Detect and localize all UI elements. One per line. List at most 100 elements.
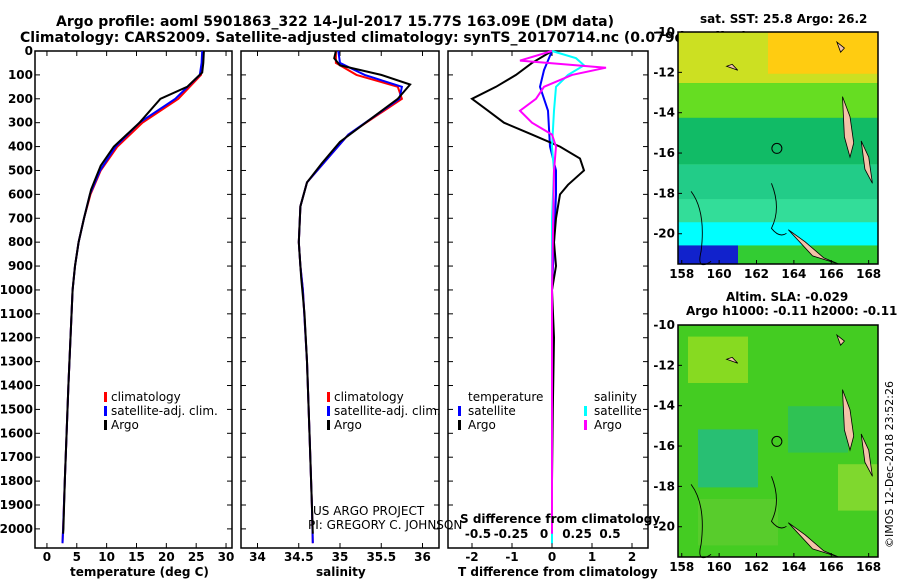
difference-legend-salinity-title: salinity (594, 390, 637, 404)
depth-tick-label: 1300 (0, 355, 33, 369)
argo-location-marker (771, 142, 783, 154)
depth-tick-label: 1700 (0, 450, 33, 464)
map-y-tick-label: -16 (653, 439, 675, 453)
temperature-xlabel: temperature (deg C) (70, 565, 209, 579)
island (860, 433, 873, 477)
temperature-panel: 0 5 10 15 20 25 30 temperature (deg C) (34, 50, 235, 579)
depth-tick-label: 2000 (0, 522, 33, 536)
island (860, 140, 873, 184)
map-x-tick-label: 158 (669, 560, 694, 574)
x-tick-label: 34 (249, 550, 266, 564)
x-tick-label: 20 (158, 550, 175, 564)
depth-tick-label: 600 (8, 187, 33, 201)
map-y-tick-label: -16 (653, 146, 675, 160)
contour-line (770, 476, 787, 529)
difference-legend: temperature satellite Argo salinity sate… (458, 390, 642, 432)
top-x-tick-label: 0 (540, 527, 548, 541)
sla-map-subtitle: Argo h1000: -0.11 h2000: -0.11 (686, 304, 897, 318)
map-y-tick-label: -12 (653, 358, 675, 372)
x-tick-label: 34.5 (284, 550, 314, 564)
map-patch (768, 32, 878, 74)
island (725, 63, 739, 71)
x-tick-label: 15 (128, 550, 145, 564)
map-y-tick-label: -10 (653, 318, 675, 332)
top-x-tick-label: 0.25 (562, 527, 592, 541)
temperature-legend: climatology satellite-adj. clim. Argo (104, 390, 218, 432)
top-x-tick-label: -0.5 (465, 527, 491, 541)
depth-tick-label: 1200 (0, 331, 33, 345)
x-tick-label: 0 (43, 550, 51, 564)
depth-tick-label: 0 (25, 44, 33, 58)
x-tick-label: 10 (98, 550, 115, 564)
difference-legend-t-argo: Argo (468, 418, 496, 432)
difference-legend-s-satellite: satellite (594, 404, 642, 418)
depth-tick-label: 1800 (0, 474, 33, 488)
island (836, 40, 845, 53)
imos-credit: ©IMOS 12-Dec-2018 23:52:26 (883, 381, 896, 548)
depth-tick-label: 1600 (0, 426, 33, 440)
argo-location-marker (771, 435, 783, 447)
x-tick-label: -1 (505, 550, 518, 564)
x-tick-label: 25 (188, 550, 205, 564)
series-line (518, 50, 607, 534)
x-tick-label: 1 (588, 550, 596, 564)
series-line (470, 50, 586, 534)
map-x-tick-label: 168 (856, 560, 881, 574)
difference-panel: -2 -1 0 1 2 -0.5 -0.25 0 0.25 0.5 T difference fr… (447, 50, 660, 579)
x-tick-label: 36 (414, 550, 431, 564)
map-x-tick-label: 166 (819, 560, 844, 574)
series-line (61, 50, 205, 544)
difference-legend-t-satellite: satellite (468, 404, 516, 418)
series-line (297, 50, 412, 534)
map-x-tick-label: 160 (707, 560, 732, 574)
sst-map: sat. SST: 25.8 Argo: 26.2 158 160 162 164 16… (653, 12, 881, 281)
temperature-legend-climatology: climatology (111, 390, 181, 404)
x-tick-label: 2 (628, 550, 636, 564)
map-patch (788, 406, 848, 453)
map-y-tick-label: -12 (653, 65, 675, 79)
difference-legend-s-argo: Argo (594, 418, 622, 432)
temperature-legend-argo: Argo (111, 418, 139, 432)
difference-xlabel: T difference from climatology (458, 565, 658, 579)
top-x-tick-label: -0.25 (494, 527, 529, 541)
credit-project: US ARGO PROJECT (313, 504, 425, 518)
map-x-tick-label: 166 (819, 267, 844, 281)
series-line (297, 51, 404, 544)
island (842, 96, 855, 159)
map-patch (688, 336, 748, 383)
map-x-tick-label: 168 (856, 267, 881, 281)
salinity-legend-argo: Argo (334, 418, 362, 432)
x-tick-label: 0 (548, 550, 556, 564)
map-y-tick-label: -20 (653, 520, 675, 534)
salinity-xlabel: salinity (316, 565, 366, 579)
depth-tick-label: 800 (8, 235, 33, 249)
contour-line (770, 183, 787, 236)
temperature-legend-satellite: satellite-adj. clim. (111, 404, 218, 418)
series-line (61, 50, 204, 544)
top-x-tick-label: 0.5 (599, 527, 620, 541)
island (836, 333, 845, 346)
salinity-panel: 34 34.5 35 35.5 36 salinity (240, 50, 440, 579)
map-x-tick-label: 162 (744, 560, 769, 574)
map-y-tick-label: -14 (653, 106, 675, 120)
difference-legend-temperature-title: temperature (468, 390, 543, 404)
depth-tick-label: 400 (8, 140, 33, 154)
depth-tick-label: 300 (8, 116, 33, 130)
map-patch (678, 164, 878, 200)
map-patch (698, 499, 778, 546)
depth-axis: 0 100 200 300 400 500 600 700 800 900 1000 1100 1200… (0, 44, 33, 536)
sla-map: Altim. SLA: -0.029 Argo h1000: -0.11 h20… (653, 290, 897, 574)
depth-tick-label: 100 (8, 68, 33, 82)
map-y-tick-label: -14 (653, 399, 675, 413)
map-y-tick-label: -20 (653, 227, 675, 241)
series-line (62, 50, 205, 534)
depth-tick-label: 1900 (0, 498, 33, 512)
map-y-tick-label: -18 (653, 186, 675, 200)
salinity-legend-satellite: satellite-adj. clim. (334, 404, 441, 418)
x-tick-label: 35.5 (366, 550, 396, 564)
map-y-tick-label: -10 (653, 25, 675, 39)
series-line (550, 50, 586, 544)
salinity-legend: climatology satellite-adj. clim. Argo (327, 390, 441, 432)
x-tick-label: 30 (218, 550, 235, 564)
